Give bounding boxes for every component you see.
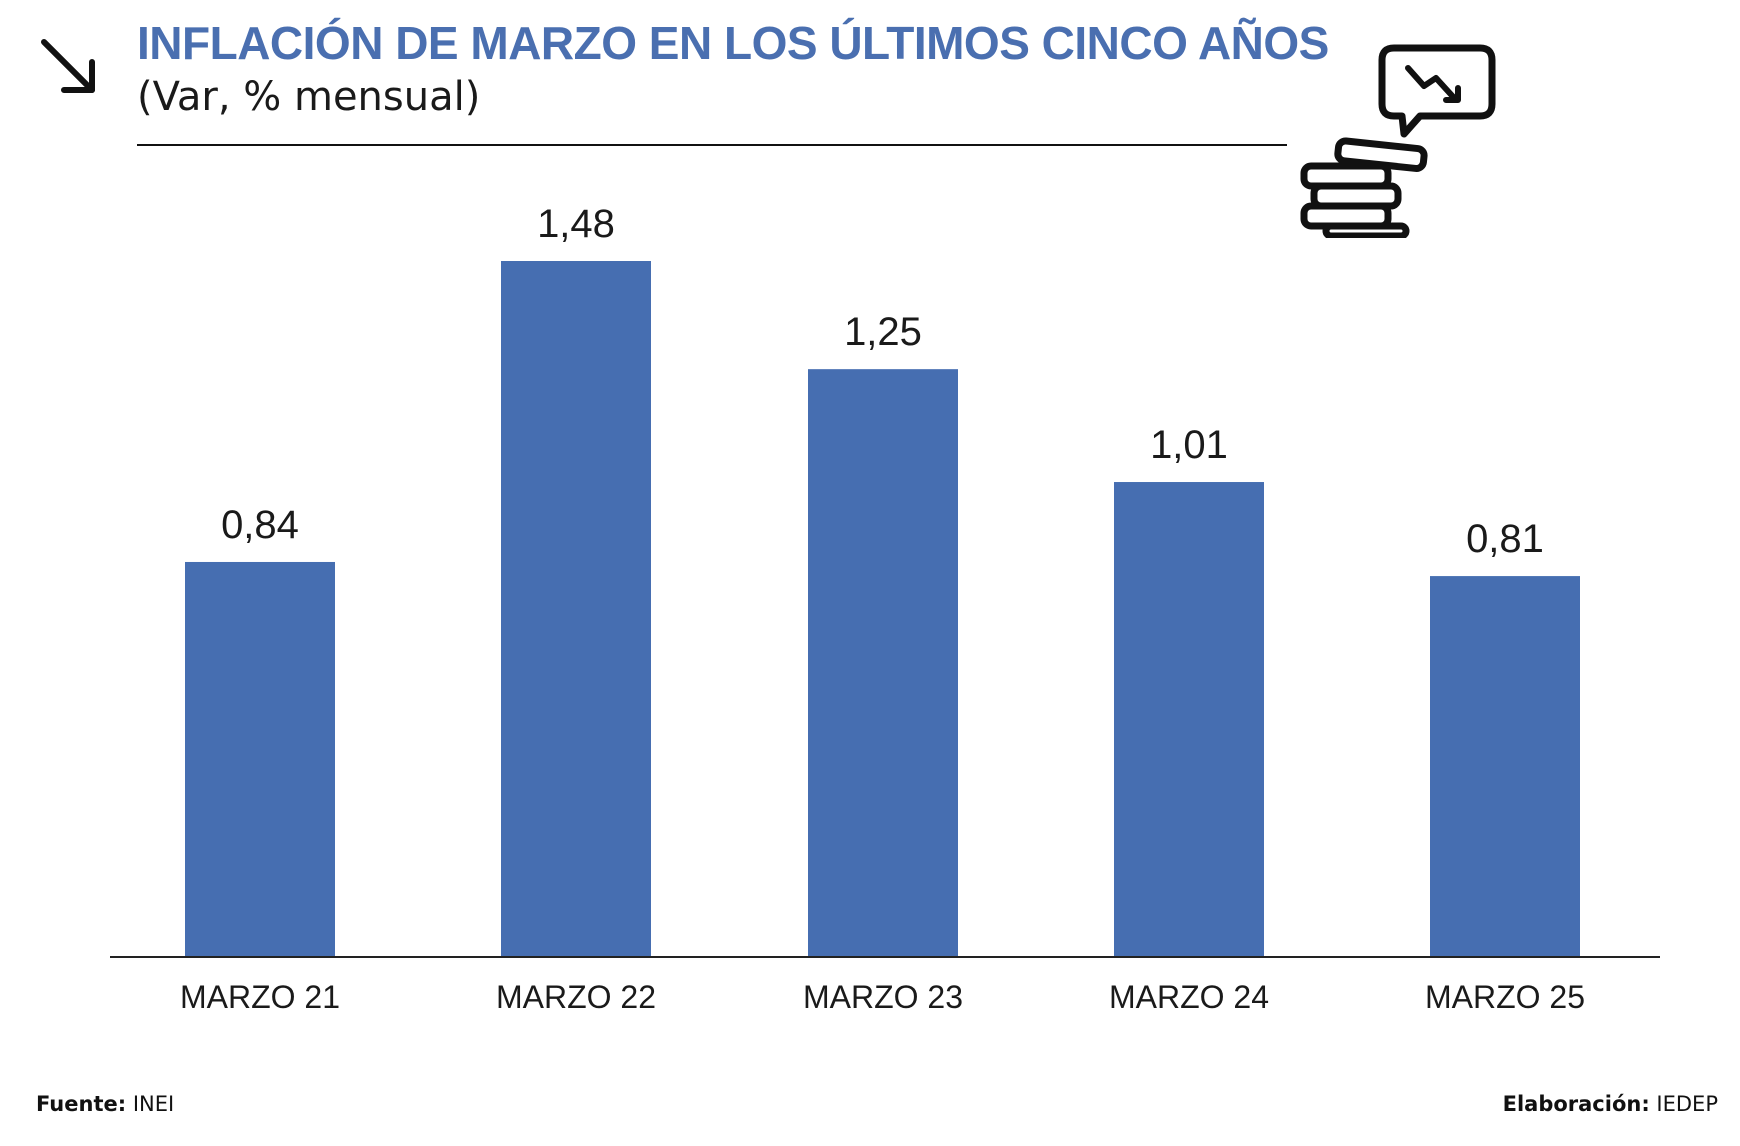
category-tick-label: MARZO 21 — [180, 979, 340, 1015]
bar-value-label: 1,48 — [537, 202, 615, 246]
credit-value: IEDEP — [1656, 1092, 1718, 1116]
credit-label: Elaboración: — [1503, 1092, 1650, 1116]
bar-value-label: 0,84 — [221, 503, 299, 547]
source-note: Fuente: INEI — [36, 1092, 174, 1116]
category-tick-label: MARZO 24 — [1109, 979, 1269, 1015]
category-tick-label: MARZO 22 — [496, 979, 656, 1015]
category-tick-label: MARZO 23 — [803, 979, 963, 1015]
source-label: Fuente: — [36, 1092, 126, 1116]
bar-value-label: 0,81 — [1466, 517, 1544, 561]
bar-marzo-25 — [1430, 576, 1580, 957]
bar-marzo-21 — [185, 562, 335, 957]
bar-value-label: 1,25 — [844, 310, 922, 354]
source-value: INEI — [133, 1092, 174, 1116]
bar-marzo-23 — [808, 369, 958, 957]
credit-note: Elaboración: IEDEP — [1503, 1092, 1718, 1116]
bar-marzo-24 — [1114, 482, 1264, 957]
bar-marzo-22 — [501, 261, 651, 957]
category-tick-label: MARZO 25 — [1425, 979, 1585, 1015]
bar-value-label: 1,01 — [1150, 423, 1228, 467]
bar-chart: 0,84 MARZO 21 1,48 MARZO 22 1,25 MARZO 23 1,01… — [0, 0, 1740, 1146]
bars-layer: 0,84 MARZO 21 1,48 MARZO 22 1,25 MARZO 23 1,01… — [180, 202, 1585, 1015]
